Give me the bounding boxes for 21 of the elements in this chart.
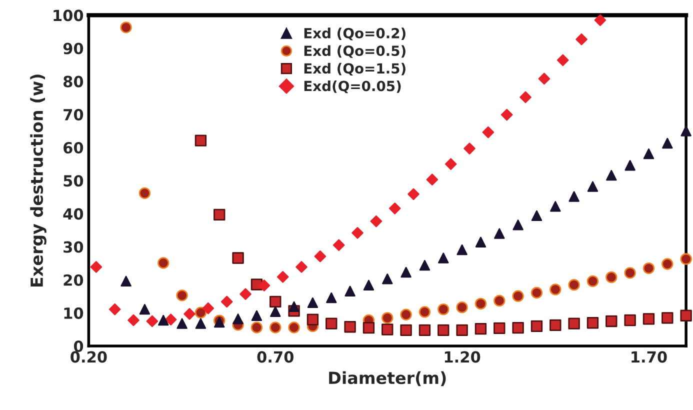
y-tick-label: 100	[54, 10, 84, 22]
y-tick-label: 60	[64, 142, 84, 154]
legend-label: Exd (Qo=0.2)	[304, 28, 406, 40]
y-tick-label: 50	[64, 175, 84, 187]
y-tick-label: 10	[64, 307, 84, 319]
x-tick-label: 1.20	[444, 351, 480, 363]
x-axis-title: Diameter(m)	[329, 371, 446, 386]
legend-label: Exd (Qo=1.5)	[304, 62, 406, 76]
y-tick-label: 30	[64, 241, 84, 253]
y-tick-label: 40	[63, 208, 84, 220]
y-tick-label: 70	[64, 108, 84, 120]
y-tick-label: 20	[64, 274, 84, 286]
legend-label: Exd (Qo=0.5)	[304, 45, 406, 58]
y-tick-label: 80	[64, 76, 84, 88]
x-tick-label: 1.70	[632, 351, 667, 363]
x-tick-label: 0.20	[70, 351, 107, 363]
legend-label: Exd(Q=0.05)	[304, 80, 401, 94]
x-tick-label: 0.70	[257, 351, 294, 363]
y-tick-label: 90	[63, 42, 84, 54]
y-tick-label: 0	[74, 340, 84, 352]
y-axis-title: Exergy destruction (w)	[30, 74, 46, 286]
